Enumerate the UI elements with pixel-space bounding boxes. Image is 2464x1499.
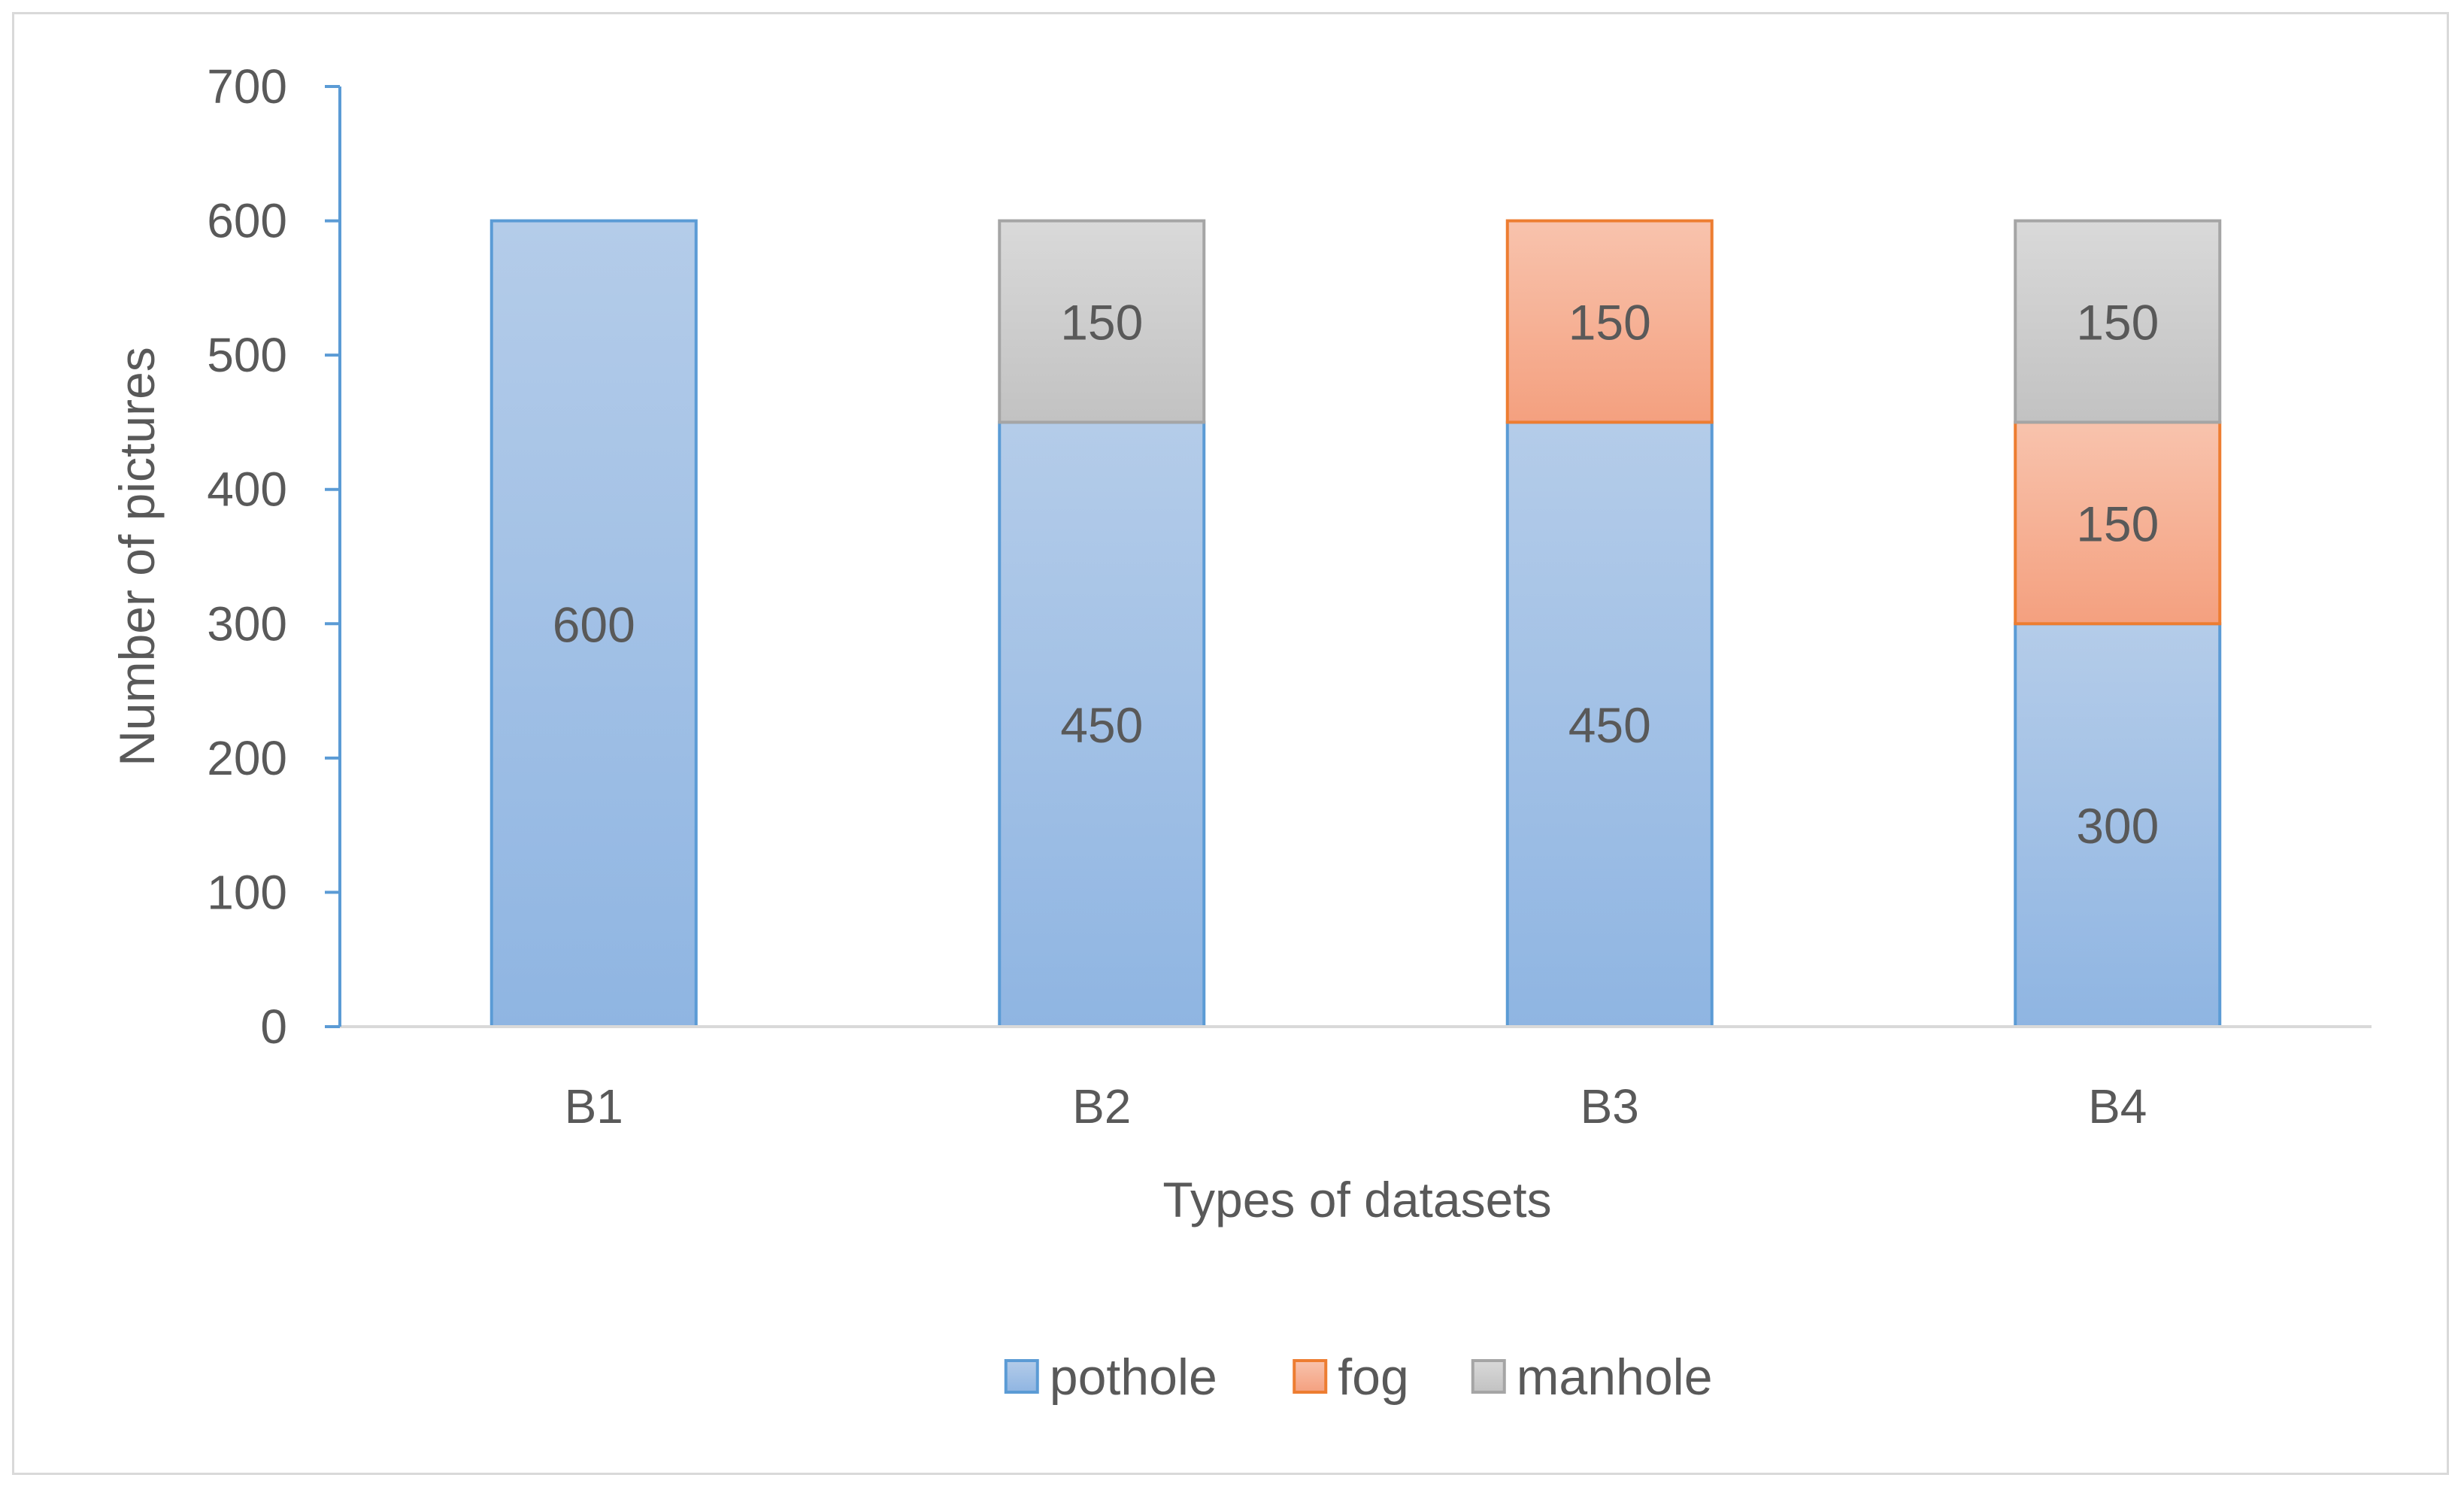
y-tick-label: 700 [207, 59, 287, 114]
data-label-B4-pothole: 300 [2076, 798, 2159, 854]
legend-swatch-fog [1293, 1359, 1328, 1394]
data-label-B4-fog: 150 [2076, 496, 2159, 551]
bar-B4-fog [2014, 420, 2222, 626]
x-tick-label-B1: B1 [565, 1079, 623, 1133]
y-tick-label: 600 [207, 194, 287, 248]
data-label-B3-pothole: 450 [1568, 697, 1651, 753]
data-label-B1-pothole: 600 [553, 596, 635, 652]
bar-B3-fog [1505, 219, 1714, 424]
data-label-B2-manhole: 150 [1060, 295, 1143, 350]
legend-item-fog: fog [1293, 1349, 1409, 1406]
x-tick-label-B4: B4 [2088, 1079, 2147, 1133]
legend-item-manhole: manhole [1471, 1349, 1713, 1406]
legend-label-manhole: manhole [1517, 1349, 1713, 1406]
bar-B3-pothole [1505, 420, 1714, 1028]
labels-layer: 600 B1 450 150 B2 450 150 B3 300 150 150 B4 [553, 295, 2159, 1134]
x-axis-title: Types of datasets [1162, 1172, 1551, 1227]
data-label-B4-manhole: 150 [2076, 295, 2159, 350]
x-tick-label-B3: B3 [1581, 1079, 1639, 1133]
x-tick-label-B2: B2 [1072, 1079, 1131, 1133]
y-tick-label: 400 [207, 463, 287, 517]
bar-B1-pothole [489, 219, 698, 1029]
y-tick-label: 0 [260, 1000, 287, 1054]
axes-layer: 0 100 200 300 400 500 600 700 [207, 59, 2372, 1054]
legend-swatch-pothole [1004, 1359, 1039, 1394]
y-tick-label: 500 [207, 328, 287, 382]
y-tick-label: 200 [207, 731, 287, 785]
legend: pothole fog manhole [1004, 1349, 1713, 1406]
legend-item-pothole: pothole [1004, 1349, 1217, 1406]
data-label-B3-fog: 150 [1568, 295, 1651, 350]
y-tick-label: 300 [207, 596, 287, 651]
legend-swatch-manhole [1471, 1359, 1506, 1394]
y-tick-label: 100 [207, 865, 287, 919]
data-label-B2-pothole: 450 [1060, 697, 1143, 753]
bar-B4-manhole [2014, 219, 2222, 424]
bar-B2-manhole [998, 219, 1206, 424]
legend-label-fog: fog [1338, 1349, 1409, 1406]
y-axis-title: Number of pictures [109, 347, 165, 766]
bars-layer [489, 219, 2222, 1029]
legend-label-pothole: pothole [1050, 1349, 1217, 1406]
